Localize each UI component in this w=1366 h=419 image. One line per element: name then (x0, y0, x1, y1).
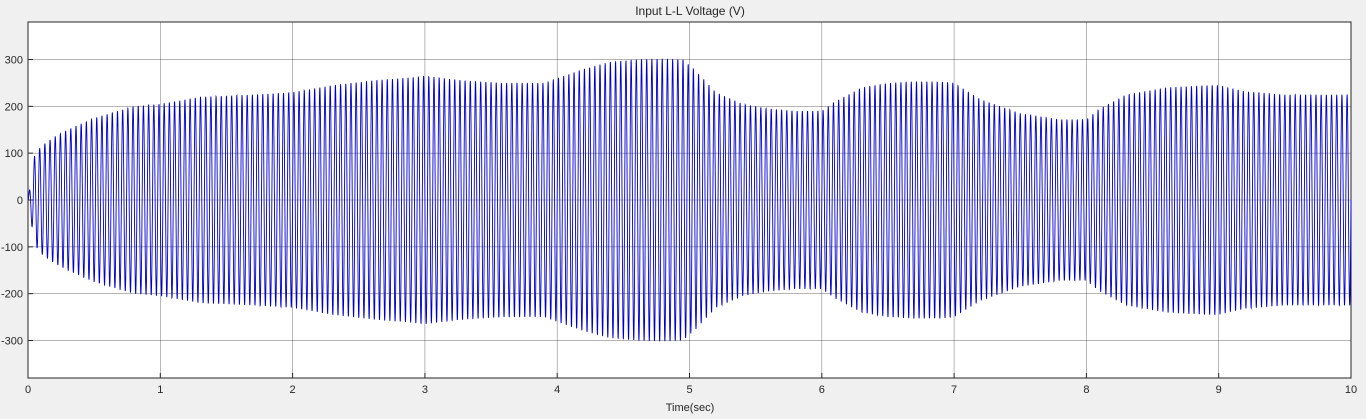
x-axis-label: Time(sec) (666, 402, 714, 414)
y-tick-label: -200 (1, 289, 23, 301)
y-tick-label: 100 (5, 148, 23, 160)
y-tick-label: 300 (5, 54, 23, 66)
x-tick-label: 0 (25, 384, 31, 396)
x-tick-label: 9 (1216, 384, 1222, 396)
x-axis-ticks: 0 1 2 3 4 5 6 7 8 9 10 (25, 373, 1357, 396)
x-tick-label: 4 (554, 384, 560, 396)
x-tick-label: 2 (290, 384, 296, 396)
x-tick-label: 6 (819, 384, 825, 396)
x-tick-label: 8 (1083, 384, 1089, 396)
y-tick-label: -300 (1, 336, 23, 348)
y-tick-label: 0 (17, 195, 23, 207)
y-tick-label: 200 (5, 101, 23, 113)
x-tick-label: 1 (157, 384, 163, 396)
y-tick-label: -100 (1, 242, 23, 254)
x-tick-label: 10 (1345, 384, 1357, 396)
chart-title: Input L-L Voltage (V) (635, 4, 745, 18)
voltage-series-line (27, 58, 1352, 342)
x-tick-label: 7 (951, 384, 957, 396)
x-tick-label: 5 (686, 384, 692, 396)
x-tick-label: 3 (422, 384, 428, 396)
y-axis-ticks: -300 -200 -100 0 100 200 300 (1, 54, 33, 348)
